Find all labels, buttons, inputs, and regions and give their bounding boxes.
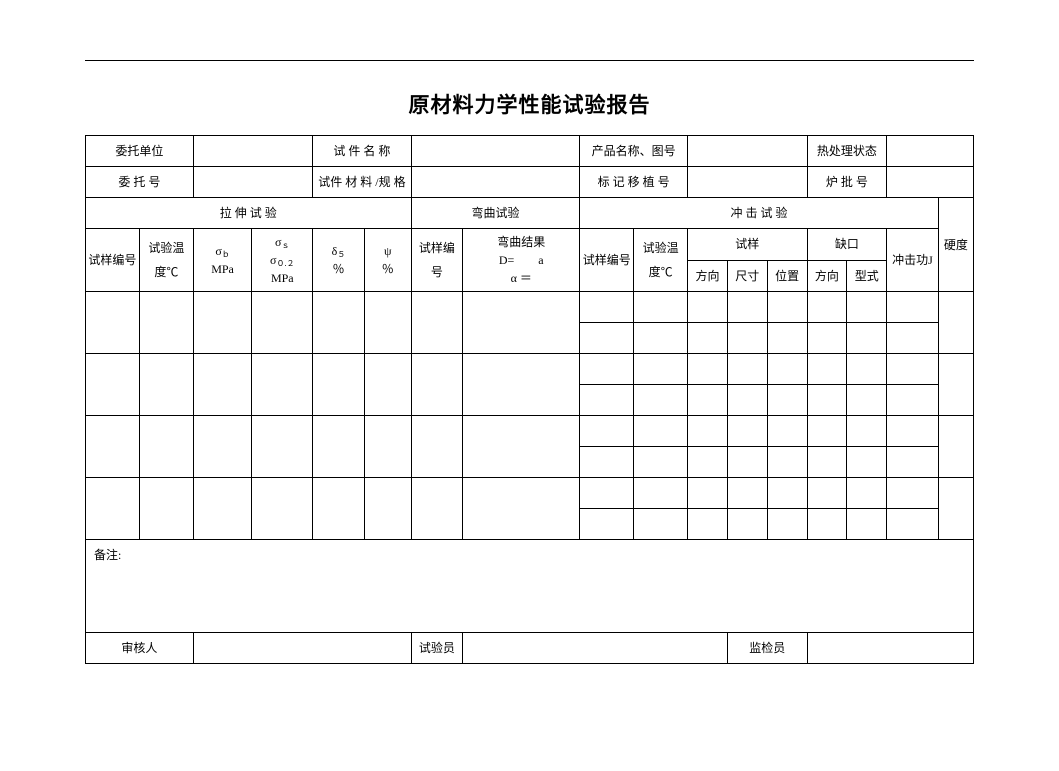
hdr-row-1: 委托单位 试 件 名 称 产品名称、图号 热处理状态 — [86, 136, 974, 167]
val-spec-mat — [411, 167, 580, 198]
val-prod — [688, 136, 807, 167]
col-ndir: 方向 — [807, 260, 847, 292]
lbl-spec-mat: 试件 材 料 /规 格 — [313, 167, 411, 198]
grp-impact: 冲 击 试 验 — [580, 198, 938, 229]
val-furnace — [887, 167, 974, 198]
colhdr-row-1: 试样编号 试验温度℃ σｂMPa σｓσ０.２MPa δ５％ ψ％ 试样编号 弯… — [86, 229, 974, 261]
val-client — [193, 136, 312, 167]
val-tester — [463, 633, 728, 664]
page-title: 原材料力学性能试验报告 — [85, 89, 974, 119]
lbl-client: 委托单位 — [86, 136, 194, 167]
col-bend-res: 弯曲结果D= aα ＝ — [463, 229, 580, 292]
lbl-tester: 试验员 — [411, 633, 463, 664]
lbl-furnace: 炉 批 号 — [807, 167, 887, 198]
remarks-label: 备注: — [86, 540, 974, 633]
lbl-order: 委 托 号 — [86, 167, 194, 198]
col-sigma-b: σｂMPa — [193, 229, 252, 292]
remarks-row: 备注: — [86, 540, 974, 633]
data-row — [86, 478, 974, 509]
lbl-heat: 热处理状态 — [807, 136, 887, 167]
col-notch: 缺口 — [807, 229, 887, 261]
col-sid: 试样编号 — [86, 229, 140, 292]
sign-row: 审核人 试验员 监检员 — [86, 633, 974, 664]
lbl-prod: 产品名称、图号 — [580, 136, 688, 167]
lbl-reviewer: 审核人 — [86, 633, 194, 664]
val-reviewer — [193, 633, 411, 664]
grp-bend: 弯曲试验 — [411, 198, 580, 229]
col-sample: 试样 — [688, 229, 807, 261]
hdr-row-2: 委 托 号 试件 材 料 /规 格 标 记 移 植 号 炉 批 号 — [86, 167, 974, 198]
col-impj: 冲击功J — [887, 229, 939, 292]
col-size: 尺寸 — [727, 260, 767, 292]
data-row — [86, 354, 974, 385]
col-dir: 方向 — [688, 260, 728, 292]
col-temp2: 试验温度℃ — [634, 229, 688, 292]
col-sid3: 试样编号 — [580, 229, 634, 292]
col-delta: δ５％ — [313, 229, 365, 292]
col-sigma-s: σｓσ０.２MPa — [252, 229, 313, 292]
col-psi: ψ％ — [364, 229, 411, 292]
lbl-mark: 标 记 移 植 号 — [580, 167, 688, 198]
col-pos: 位置 — [767, 260, 807, 292]
col-temp: 试验温度℃ — [139, 229, 193, 292]
lbl-inspector: 监检员 — [727, 633, 807, 664]
col-ntype: 型式 — [847, 260, 887, 292]
lbl-spec-name: 试 件 名 称 — [313, 136, 411, 167]
report-table: 委托单位 试 件 名 称 产品名称、图号 热处理状态 委 托 号 试件 材 料 … — [85, 135, 974, 664]
grp-tensile: 拉 伸 试 验 — [86, 198, 412, 229]
val-order — [193, 167, 312, 198]
col-sid2: 试样编号 — [411, 229, 463, 292]
data-row — [86, 416, 974, 447]
grp-hard: 硬度 — [938, 198, 973, 292]
group-row: 拉 伸 试 验 弯曲试验 冲 击 试 验 硬度 — [86, 198, 974, 229]
data-row — [86, 292, 974, 323]
val-inspector — [807, 633, 973, 664]
val-mark — [688, 167, 807, 198]
top-rule — [85, 60, 974, 61]
val-spec-name — [411, 136, 580, 167]
val-heat — [887, 136, 974, 167]
